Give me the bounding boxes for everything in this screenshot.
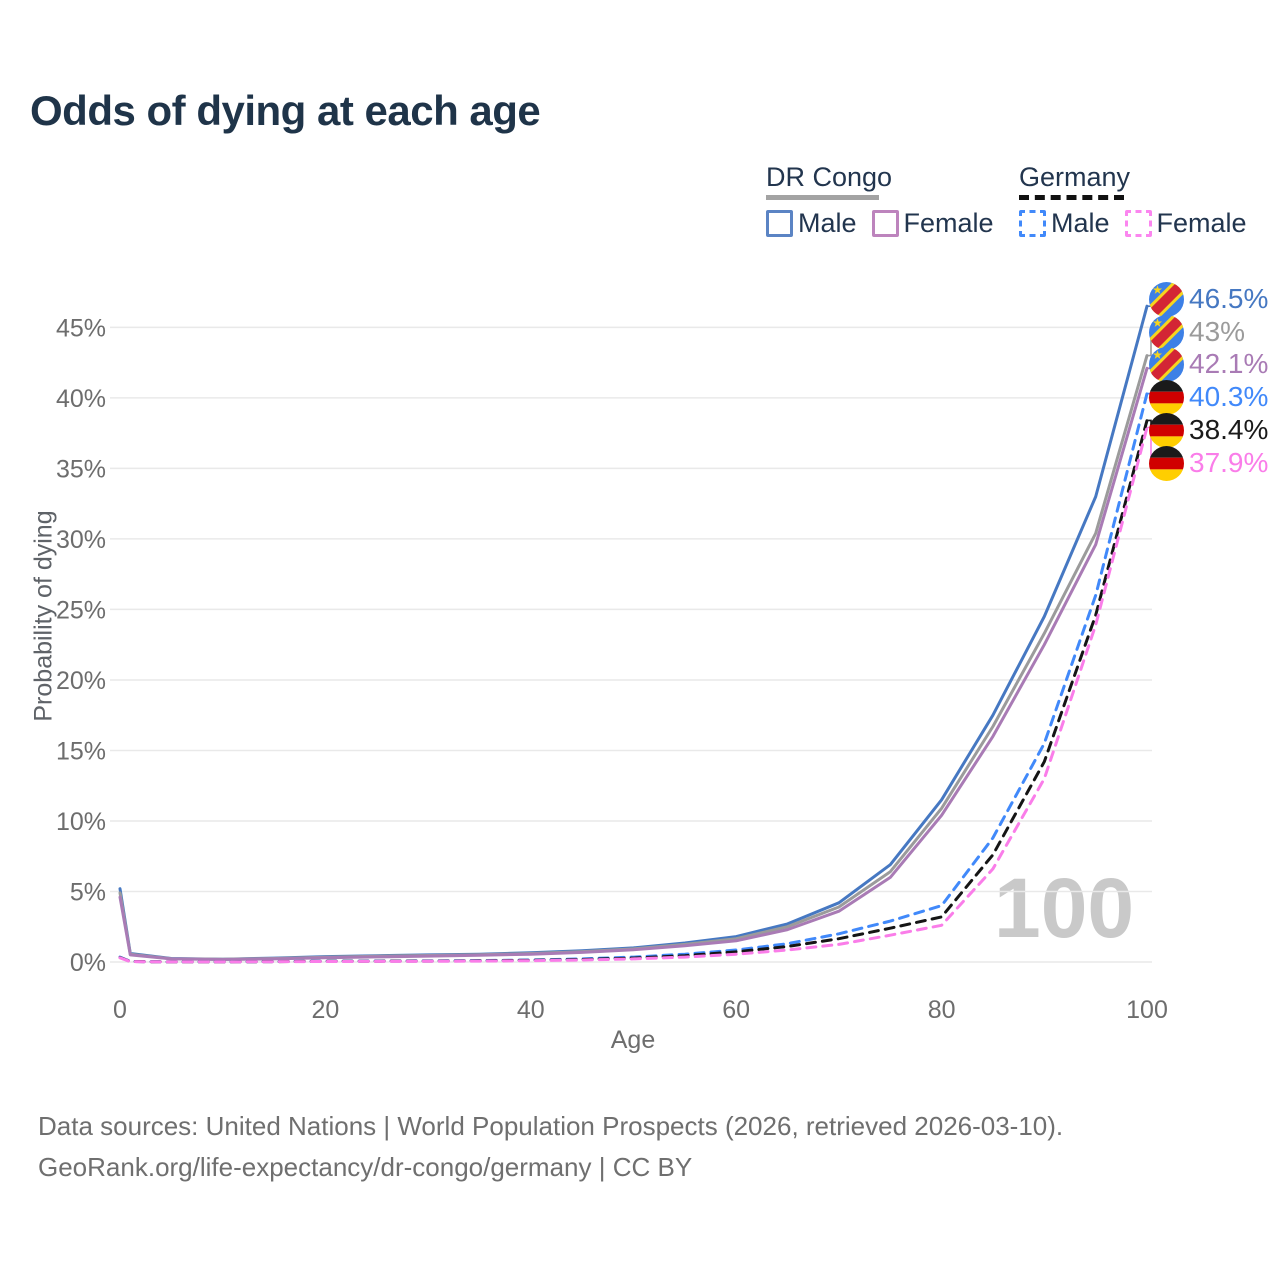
legend-country-germany[interactable]: Germany — [1019, 162, 1247, 200]
y-tick-label: 45% — [56, 314, 106, 342]
legend-label-drcongo-male: Male — [798, 208, 857, 238]
end-label-germany-both-sexes-: 38.4% — [1149, 412, 1268, 448]
flag-dr-congo-icon — [1149, 281, 1184, 317]
flag-dr-congo-icon — [1149, 346, 1184, 382]
legend-swatch-germany-male[interactable] — [1019, 210, 1046, 237]
footer-attribution: GeoRank.org/life-expectancy/dr-congo/ger… — [38, 1152, 693, 1182]
flag-germany-icon — [1149, 445, 1184, 481]
legend-country-dr-congo[interactable]: DR Congo — [766, 162, 994, 200]
legend-label-germany-female: Female — [1156, 208, 1247, 238]
end-label-dr-congo-both-sexes-: 43% — [1149, 314, 1245, 350]
legend-label-drcongo-female: Female — [903, 208, 994, 238]
germany-linestyle-swatch — [1019, 195, 1124, 200]
end-label-value: 46.5% — [1189, 283, 1269, 314]
x-tick-label: 0 — [113, 996, 127, 1024]
legend-group-dr-congo: DR Congo Male Female — [766, 162, 994, 239]
end-label-value: 37.9% — [1189, 447, 1269, 478]
legend-label-germany-male: Male — [1051, 208, 1110, 238]
x-tick-label: 100 — [1126, 996, 1168, 1024]
flag-germany-icon — [1149, 445, 1184, 481]
age-counter-watermark: 100 — [994, 861, 1135, 955]
dr-congo-linestyle-swatch — [766, 195, 879, 200]
series-line-germany-female — [118, 426, 1149, 964]
page-title: Odds of dying at each age — [30, 87, 541, 134]
flag-dr-congo-icon — [1149, 346, 1184, 382]
flag-germany-icon — [1149, 412, 1184, 448]
legend-swatch-drcongo-male[interactable] — [766, 210, 793, 237]
legend-country-label: DR Congo — [766, 162, 893, 192]
legend-swatch-drcongo-female[interactable] — [871, 210, 899, 237]
y-tick-label: 25% — [56, 596, 106, 624]
flag-germany-icon — [1149, 412, 1184, 448]
legend-items-dr-congo: Male Female — [766, 208, 994, 239]
flag-dr-congo-icon — [1149, 314, 1184, 350]
end-label-dr-congo-male: 46.5% — [1149, 281, 1268, 317]
end-label-value: 42.1% — [1189, 348, 1269, 379]
y-axis-title: Probability of dying — [29, 510, 58, 722]
series-line-dr-congo-male — [118, 304, 1149, 961]
end-label-value: 43% — [1189, 316, 1246, 347]
x-axis-title: Age — [610, 1026, 656, 1054]
x-tick-label: 20 — [311, 996, 339, 1024]
footer: Data sources: United Nations | World Pop… — [38, 1106, 1063, 1188]
flag-germany-icon — [1149, 379, 1184, 415]
legend-swatch-germany-female[interactable] — [1124, 210, 1152, 237]
y-tick-label: 20% — [56, 667, 106, 695]
y-tick-label: 30% — [56, 526, 106, 554]
legend-group-germany: Germany Male Female — [1019, 162, 1247, 239]
y-tick-label: 0% — [70, 949, 106, 977]
y-tick-label: 40% — [56, 385, 106, 413]
end-label-value: 38.4% — [1189, 414, 1269, 445]
y-tick-label: 10% — [56, 808, 106, 836]
footer-sources: Data sources: United Nations | World Pop… — [38, 1111, 1064, 1141]
legend-items-germany: Male Female — [1019, 208, 1247, 239]
legend-country-label: Germany — [1019, 162, 1131, 192]
end-label-germany-female: 37.9% — [1149, 445, 1268, 481]
flag-germany-icon — [1149, 379, 1184, 415]
series-line-germany-male — [118, 392, 1149, 964]
end-label-dr-congo-female: 42.1% — [1149, 346, 1268, 382]
y-tick-label: 35% — [56, 455, 106, 483]
x-tick-label: 40 — [517, 996, 545, 1024]
end-label-value: 40.3% — [1189, 381, 1269, 412]
y-tick-label: 5% — [70, 878, 106, 906]
flag-dr-congo-icon — [1149, 281, 1184, 317]
series-line-germany-both-sexes- — [118, 418, 1149, 964]
x-tick-label: 60 — [722, 996, 750, 1024]
y-tick-label: 15% — [56, 737, 106, 765]
flag-dr-congo-icon — [1149, 314, 1184, 350]
series-line-dr-congo-female — [118, 366, 1149, 961]
end-label-germany-male: 40.3% — [1149, 379, 1268, 415]
x-tick-label: 80 — [928, 996, 956, 1024]
